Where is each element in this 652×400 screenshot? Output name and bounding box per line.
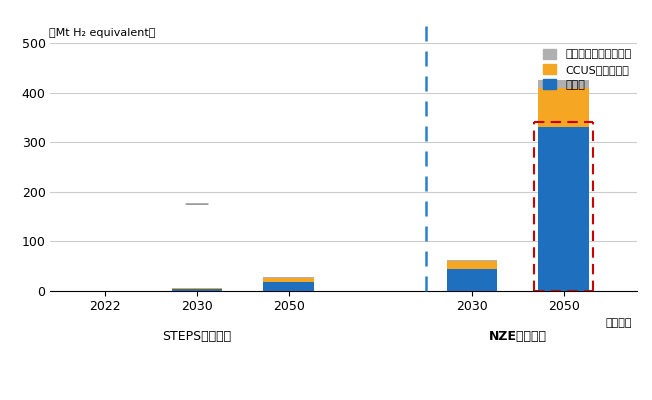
Bar [539,88,589,127]
Legend: バイオエネルギー、他, CCUS付化石燃料, 水電解: バイオエネルギー、他, CCUS付化石燃料, 水電解 [543,49,631,90]
Text: （年度）: （年度） [606,318,632,328]
Bar [539,127,589,291]
Bar [263,278,314,282]
Bar [539,80,589,88]
Bar [172,289,222,291]
Bar [263,282,314,291]
Text: STEPSシナリオ: STEPSシナリオ [162,330,231,343]
Bar [263,277,314,278]
Bar [447,260,497,270]
Text: （Mt H₂ equivalent）: （Mt H₂ equivalent） [48,28,155,38]
Bar [447,270,497,291]
Text: NZEシナリオ: NZEシナリオ [489,330,547,343]
Bar [172,288,222,289]
